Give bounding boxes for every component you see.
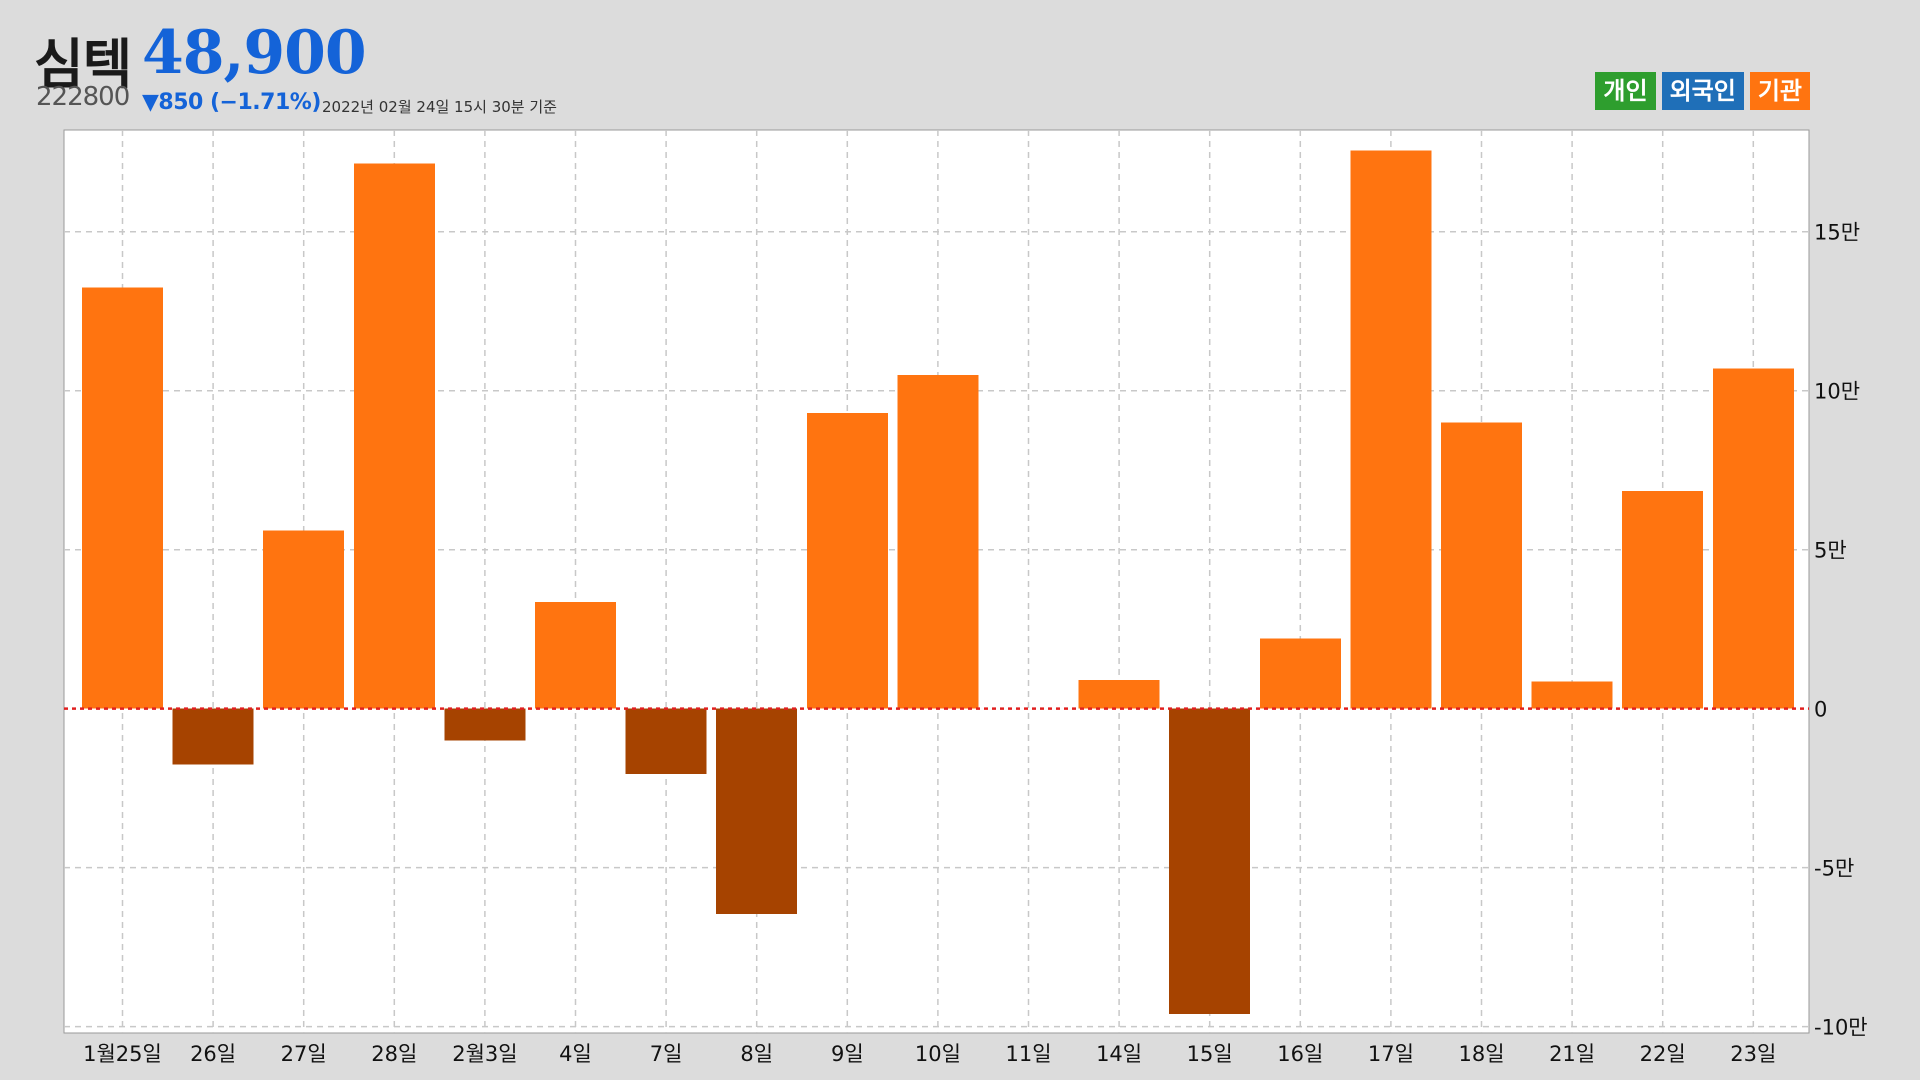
stock-change: ▼850 (−1.71%): [142, 90, 321, 115]
bar[interactable]: [806, 412, 888, 709]
bar[interactable]: [172, 708, 254, 765]
x-tick-label: 8일: [740, 1042, 773, 1066]
bar[interactable]: [1712, 368, 1794, 709]
x-tick-label: 9일: [831, 1042, 864, 1066]
bar[interactable]: [353, 163, 435, 709]
y-tick-label: 0: [1814, 698, 1827, 722]
x-tick-label: 18일: [1458, 1042, 1504, 1066]
x-tick-label: 1월25일: [83, 1042, 162, 1066]
legend-institution[interactable]: 기관: [1749, 72, 1810, 110]
x-tick-label: 7일: [650, 1042, 683, 1066]
bar[interactable]: [535, 602, 616, 709]
x-tick-label: 10일: [915, 1042, 961, 1066]
bar[interactable]: [1441, 422, 1522, 709]
bar[interactable]: [897, 374, 979, 709]
x-tick-label: 2월3일: [452, 1042, 517, 1066]
bar[interactable]: [1350, 150, 1432, 709]
x-tick-label: 15일: [1187, 1042, 1233, 1066]
x-tick-label: 23일: [1730, 1042, 1776, 1066]
stock-code: 222800: [36, 82, 130, 112]
legend-individual[interactable]: 개인: [1595, 72, 1656, 110]
x-tick-label: 11일: [1005, 1042, 1051, 1066]
x-tick-label: 28일: [371, 1042, 417, 1066]
y-tick-label: -5만: [1814, 857, 1854, 881]
x-tick-label: 17일: [1368, 1042, 1414, 1066]
y-axis-labels: -10만 -5만 0 5만 10만 15만: [1814, 221, 1868, 1040]
y-tick-label: -10만: [1814, 1016, 1868, 1040]
x-tick-label: 16일: [1277, 1042, 1323, 1066]
stock-name: 심텍: [34, 33, 132, 96]
stock-price: 48,900: [142, 18, 367, 88]
bar[interactable]: [444, 708, 526, 741]
bar[interactable]: [716, 708, 798, 914]
x-tick-label: 4일: [559, 1042, 592, 1066]
x-axis-labels: 1월25일 26일 27일 28일 2월3일 4일 7일 8일 9일 10일 11일 14일 15일 16…: [83, 1042, 1776, 1066]
bar[interactable]: [1169, 708, 1251, 1014]
y-tick-label: 15만: [1814, 221, 1860, 245]
bar[interactable]: [625, 708, 707, 774]
legend: 개인 외국인 기관: [1595, 72, 1810, 110]
y-tick-label: 5만: [1814, 539, 1847, 563]
legend-foreign[interactable]: 외국인: [1661, 72, 1744, 110]
stock-timestamp: 2022년 02월 24일 15시 30분 기준: [322, 98, 557, 116]
bar[interactable]: [1622, 490, 1704, 709]
bars: [82, 150, 1794, 1014]
x-tick-label: 21일: [1549, 1042, 1595, 1066]
y-tick-label: 10만: [1814, 380, 1860, 404]
bar[interactable]: [1259, 638, 1341, 709]
bar[interactable]: [82, 287, 163, 709]
bar[interactable]: [1531, 681, 1613, 709]
x-tick-label: 22일: [1640, 1042, 1686, 1066]
x-tick-label: 14일: [1096, 1042, 1142, 1066]
bar[interactable]: [1078, 680, 1160, 709]
bar[interactable]: [263, 530, 345, 709]
x-tick-label: 26일: [190, 1042, 236, 1066]
x-tick-label: 27일: [281, 1042, 327, 1066]
